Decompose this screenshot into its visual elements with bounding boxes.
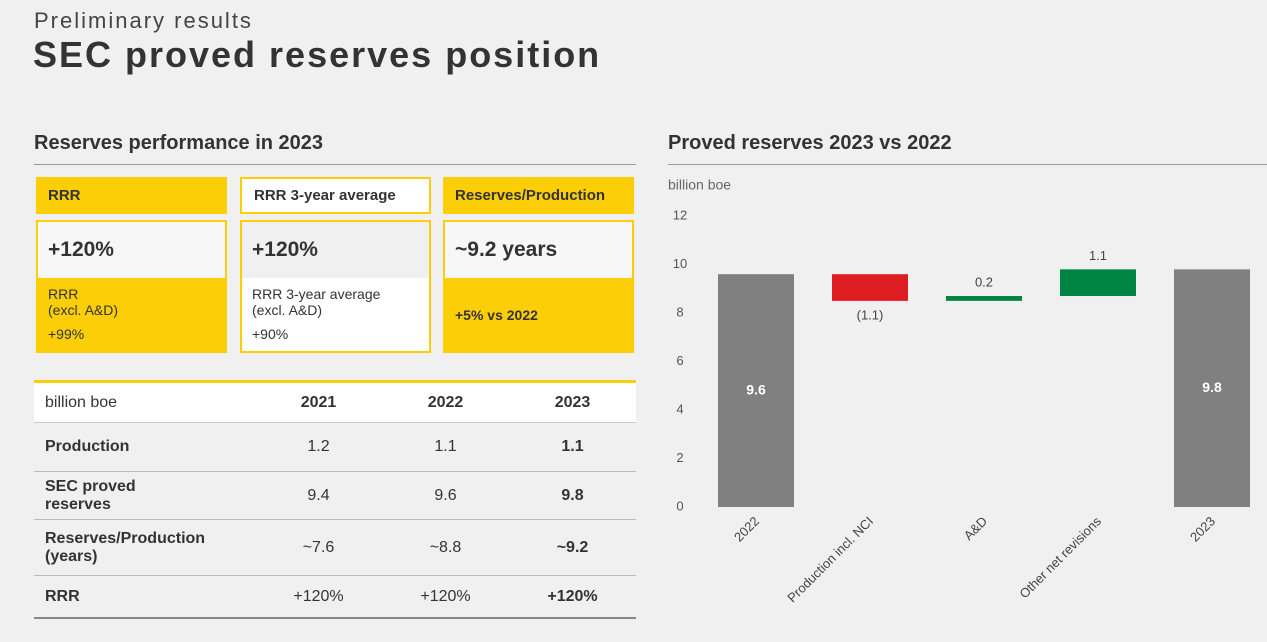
cell: ~9.2 (556, 538, 589, 556)
cell: +120% (293, 587, 344, 605)
value-label: 1.1 (1089, 248, 1107, 263)
cell: 1.2 (307, 438, 330, 455)
y-tick-label: 6 (676, 353, 683, 368)
rule (668, 164, 1267, 165)
card-sub-value: +99% (48, 326, 85, 342)
card-sub-line: (excl. A&D) (252, 302, 323, 318)
cell: 1.1 (434, 438, 457, 455)
kicker: Preliminary results (34, 8, 253, 33)
x-tick-label: Other net revisions (1016, 513, 1104, 601)
y-tick-label: 10 (673, 256, 687, 271)
table-row: SEC proved reserves 9.4 9.6 9.8 (34, 472, 636, 520)
value-label: 0.2 (975, 274, 993, 289)
cell: 9.6 (434, 486, 457, 504)
table-row: Reserves/Production (years) ~7.6 ~8.8 ~9.2 (34, 520, 636, 576)
table-body: Production 1.2 1.1 1.1 SEC proved reserves 9.… (34, 423, 636, 619)
row-label: SEC proved reserves (45, 477, 136, 513)
cell: 9.4 (307, 486, 330, 504)
card-sub: RRR 3-year average (excl. A&D) +90% (242, 278, 429, 351)
bar (832, 274, 908, 301)
x-tick-label: Production incl. NCI (784, 514, 876, 606)
card-sub-line: +5% vs 2022 (455, 306, 538, 323)
card-sub-value: +90% (252, 326, 289, 342)
x-tick-label: 2022 (731, 514, 762, 545)
bar (946, 296, 1022, 301)
x-tick-label: A&D (961, 514, 991, 544)
card: +120% RRR 3-year average (excl. A&D) +90… (240, 220, 431, 353)
x-tick-label: 2023 (1187, 514, 1218, 545)
card-header: RRR (36, 177, 227, 214)
value-label: 9.8 (1202, 379, 1222, 395)
card-sub-line: RRR (48, 286, 79, 302)
cell: ~7.6 (302, 538, 335, 556)
chart-title: Proved reserves 2023 vs 2022 (668, 132, 952, 154)
bar (718, 274, 794, 507)
value-label: (1.1) (857, 307, 884, 322)
card-sub: +5% vs 2022 (445, 278, 632, 351)
table-row: Production 1.2 1.1 1.1 (34, 423, 636, 472)
axis-label: billion boe (668, 177, 731, 193)
row-label: Reserves/Production (years) (45, 529, 206, 565)
cell: +120% (420, 587, 471, 605)
card: ~9.2 years +5% vs 2022 (443, 220, 634, 353)
bar (1060, 269, 1136, 297)
y-tick-label: 2 (676, 450, 683, 465)
card-sub: RRR (excl. A&D) +99% (38, 278, 225, 351)
card-sub-line: (excl. A&D) (48, 302, 119, 318)
page-title: SEC proved reserves position (33, 34, 602, 75)
card-value: ~9.2 years (445, 222, 632, 278)
y-tick-label: 0 (676, 498, 683, 513)
card-value: +120% (242, 222, 429, 278)
card-header: Reserves/Production (443, 177, 634, 214)
bar (1174, 269, 1250, 507)
column-header: 2023 (554, 393, 591, 411)
table: billion boe 2021 2022 2023 Production 1.2… (34, 380, 636, 619)
card-value: +120% (38, 222, 225, 278)
rule (34, 164, 636, 165)
column-header: 2022 (427, 393, 464, 411)
card-header: RRR 3-year average (240, 177, 431, 214)
card-sub-line: RRR 3-year average (252, 286, 381, 302)
table-row: RRR +120% +120% +120% (34, 576, 636, 619)
table-header: billion boe 2021 2022 2023 (34, 383, 636, 423)
column-header: billion boe (45, 393, 118, 411)
row-label: RRR (45, 587, 80, 605)
y-tick-label: 4 (676, 401, 683, 416)
y-tick-label: 8 (676, 304, 683, 319)
cell: ~8.8 (429, 538, 462, 556)
value-label: 9.6 (746, 381, 766, 397)
y-tick-label: 12 (673, 207, 687, 222)
cell: 1.1 (561, 438, 584, 455)
section-title: Reserves performance in 2023 (34, 132, 324, 154)
card: +120% RRR (excl. A&D) +99% (36, 220, 227, 353)
cell: 9.8 (561, 486, 584, 504)
row-label: Production (45, 438, 130, 455)
column-header: 2021 (300, 393, 337, 411)
cell: +120% (547, 587, 598, 605)
